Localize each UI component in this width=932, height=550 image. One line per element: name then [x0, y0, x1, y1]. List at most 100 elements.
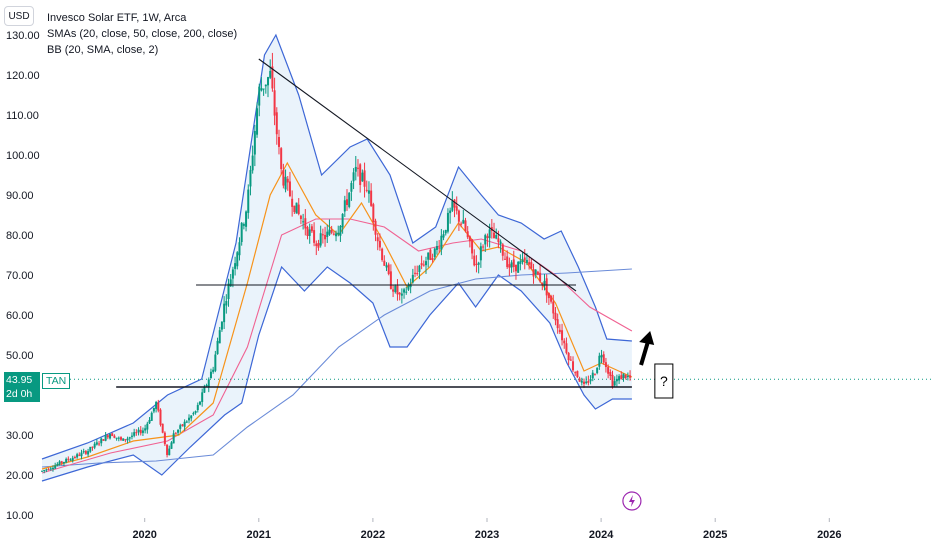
candle-down [363, 170, 366, 187]
candle-up [267, 77, 270, 86]
candle-down [317, 243, 320, 248]
candlesticks [41, 52, 632, 474]
candle-down [392, 289, 395, 292]
candle-down [398, 292, 401, 295]
candle-up [245, 211, 248, 227]
candle-up [591, 372, 594, 379]
y-tick-label: 30.00 [6, 430, 34, 442]
candle-down [313, 230, 316, 243]
y-tick-label: 10.00 [6, 510, 34, 522]
sma-indicator-label[interactable]: SMAs (20, close, 50, close, 200, close) [47, 28, 238, 40]
candle-up [100, 438, 103, 444]
candle-down [381, 248, 384, 261]
y-tick-label: 90.00 [6, 190, 34, 202]
candle-down [98, 443, 101, 445]
candle-down [523, 257, 526, 261]
candle-down [383, 260, 386, 266]
candle-up [596, 367, 599, 374]
arrow-shaft[interactable] [639, 340, 651, 366]
question-label: ? [660, 373, 668, 389]
currency-button[interactable]: USD [4, 6, 34, 26]
candle-up [534, 269, 537, 275]
candle-up [407, 285, 410, 290]
candle-up [440, 235, 443, 250]
candle-up [400, 293, 403, 296]
candle-up [188, 417, 191, 421]
candle-up [484, 235, 487, 245]
bb-indicator-label[interactable]: BB (20, SMA, close, 2) [47, 44, 159, 56]
chart-title[interactable]: Invesco Solar ETF, 1W, Arca [47, 12, 187, 24]
arrow-head-icon[interactable] [639, 331, 655, 345]
candle-down [297, 204, 300, 215]
candle-up [326, 231, 329, 238]
candle-down [161, 423, 164, 433]
candle-down [359, 164, 362, 186]
candle-down [47, 469, 50, 471]
bar-countdown: 2d 0h [6, 388, 33, 400]
candle-up [354, 166, 357, 172]
candle-up [170, 442, 173, 449]
candle-down [275, 112, 278, 135]
question-box[interactable] [654, 363, 674, 399]
candle-up [247, 189, 250, 213]
candle-up [262, 88, 265, 90]
candle-down [332, 233, 335, 235]
symbol-badge: TAN [42, 373, 71, 389]
y-axis[interactable]: 10.0020.0030.0040.0050.0060.0070.0080.00… [6, 30, 40, 522]
candle-up [148, 419, 151, 424]
candle-down [91, 446, 94, 448]
candle-up [172, 433, 175, 444]
candle-up [264, 84, 267, 87]
candle-down [624, 374, 627, 379]
annotations[interactable]: ? [622, 331, 674, 511]
lightning-icon [628, 495, 635, 507]
candle-up [341, 213, 344, 228]
candle-up [238, 242, 241, 256]
candle-down [563, 340, 566, 344]
candle-up [615, 378, 618, 382]
candle-down [113, 435, 116, 438]
candle-up [598, 355, 601, 367]
candle-down [620, 375, 623, 380]
candle-up [185, 421, 188, 423]
candle-down [528, 262, 531, 265]
candle-up [69, 459, 72, 461]
candle-up [225, 301, 228, 306]
candle-down [471, 239, 474, 254]
candle-up [618, 376, 621, 381]
candle-down [567, 353, 570, 361]
candle-up [236, 252, 239, 267]
y-tick-label: 60.00 [6, 310, 34, 322]
candle-up [76, 454, 79, 458]
bb-upper-line [41, 33, 632, 460]
candle-up [194, 411, 197, 413]
candle-up [130, 435, 133, 437]
candle-down [464, 220, 467, 232]
candle-down [473, 255, 476, 266]
candle-up [43, 470, 46, 472]
candle-down [370, 190, 373, 206]
candle-up [249, 170, 252, 187]
candle-down [453, 199, 456, 208]
bb-fill [42, 35, 632, 481]
candle-down [552, 301, 555, 314]
candle-up [444, 230, 447, 234]
candle-up [495, 235, 498, 239]
candle-up [146, 423, 149, 430]
candle-up [216, 340, 219, 355]
candle-up [442, 234, 445, 238]
candle-down [550, 295, 553, 302]
candle-up [256, 108, 259, 135]
candle-down [422, 264, 425, 266]
trendlines[interactable] [116, 58, 632, 388]
candle-up [89, 446, 92, 452]
x-tick-label: 2022 [361, 529, 385, 541]
candle-up [201, 392, 204, 403]
candle-down [321, 234, 324, 236]
candle-down [356, 167, 359, 169]
x-axis[interactable]: 2020 2021 2022 2023 2024 2025 2026 [132, 518, 842, 541]
trendline[interactable] [258, 58, 577, 292]
candle-down [389, 271, 392, 289]
candle-down [306, 227, 309, 236]
